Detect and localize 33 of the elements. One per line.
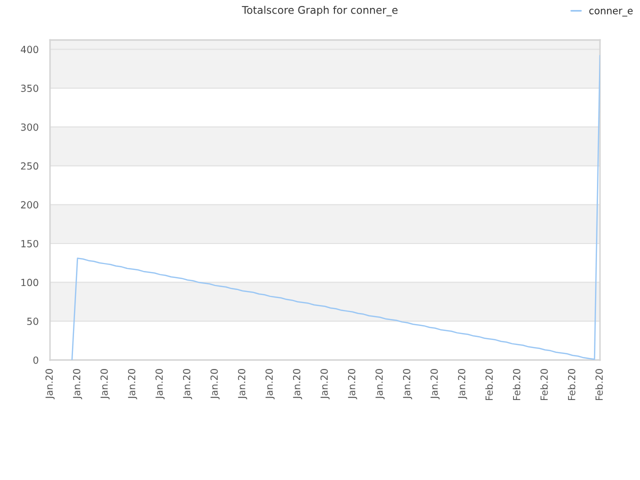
x-tick-label: Feb.20 (512, 368, 520, 400)
x-tick-label: Jan.20 (100, 368, 110, 400)
x-tick-label: Jan.20 (348, 368, 358, 400)
x-tick-label: Jan.20 (182, 368, 192, 400)
y-tick-label: 0 (33, 356, 38, 364)
y-tick-label: 350 (21, 84, 38, 92)
x-tick-label: Jan.20 (320, 368, 330, 400)
x-tick-label: Jan.20 (292, 368, 302, 400)
x-tick-label: Jan.20 (210, 368, 220, 400)
x-tick-label: Jan.20 (72, 368, 82, 400)
chart-title: Totalscore Graph for conner_e (242, 6, 398, 16)
y-tick-label: 400 (20, 46, 38, 54)
x-tick-label: Feb.20 (568, 368, 576, 400)
y-tick-label: 50 (27, 318, 38, 325)
x-tick-label: Jan.20 (375, 368, 385, 400)
x-tick-label: Feb.20 (595, 368, 603, 400)
x-tick-label: Jan.20 (128, 368, 138, 400)
y-tick-label: 150 (21, 240, 38, 248)
x-tick-label: Jan.20 (402, 368, 412, 400)
x-tick-label: Jan.20 (430, 368, 440, 400)
x-tick-label: Jan.20 (265, 368, 275, 400)
x-tick-label: Jan.20 (45, 368, 55, 400)
x-tick-label: Jan.20 (238, 368, 248, 400)
x-tick-label: Feb.20 (540, 368, 548, 400)
y-tick-label: 300 (21, 123, 38, 131)
legend-label: conner_e (589, 8, 633, 16)
line-series (71, 54, 600, 360)
y-tick-label: 200 (21, 201, 38, 208)
y-tick-label: 100 (21, 278, 38, 286)
x-tick-label: Feb.20 (485, 368, 493, 400)
x-tick-label: Jan.20 (458, 368, 468, 400)
x-tick-label: Jan.20 (155, 368, 165, 400)
y-tick-label: 250 (21, 162, 38, 170)
